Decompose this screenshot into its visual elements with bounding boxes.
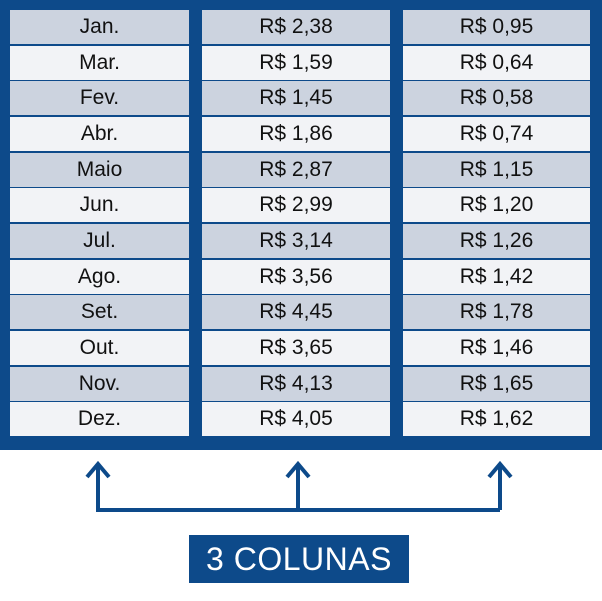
table-frame: Jan. Mar. Fev. Abr. Maio Jun. Jul. Ago. … <box>0 0 602 450</box>
table-cell: R$ 1,15 <box>403 152 590 187</box>
connector-line <box>96 464 500 512</box>
column-arrows <box>85 460 513 512</box>
column-values-2: R$ 0,95 R$ 0,64 R$ 0,58 R$ 0,74 R$ 1,15 … <box>403 10 590 438</box>
table-cell: R$ 1,65 <box>403 366 590 401</box>
columns-label: 3 COLUNAS <box>189 535 409 583</box>
table-cell: R$ 3,14 <box>202 223 390 258</box>
table-cell: Abr. <box>10 116 189 151</box>
table-cell: Jan. <box>10 10 189 44</box>
table-cell: Jun. <box>10 188 189 223</box>
table-cell: R$ 1,86 <box>202 116 390 151</box>
table-cell: R$ 2,87 <box>202 152 390 187</box>
table-cell: R$ 1,26 <box>403 223 590 258</box>
table-cell: R$ 2,38 <box>202 10 390 44</box>
table-cell: R$ 0,95 <box>403 10 590 44</box>
arrow-up-icon <box>487 460 513 479</box>
table-cell: Dez. <box>10 402 189 437</box>
table-cell: Set. <box>10 295 189 330</box>
table-cell: Out. <box>10 330 189 365</box>
table-cell: R$ 1,62 <box>403 402 590 437</box>
arrow-up-icon <box>85 460 111 479</box>
table-cell: Fev. <box>10 81 189 116</box>
column-months: Jan. Mar. Fev. Abr. Maio Jun. Jul. Ago. … <box>10 10 189 438</box>
table-cell: Jul. <box>10 223 189 258</box>
table-cell: R$ 0,74 <box>403 116 590 151</box>
table-cell: R$ 1,59 <box>202 45 390 80</box>
table-cell: R$ 3,65 <box>202 330 390 365</box>
table-cell: R$ 0,64 <box>403 45 590 80</box>
arrow-up-icon <box>285 460 311 479</box>
table-cell: Ago. <box>10 259 189 294</box>
table-cell: R$ 4,05 <box>202 402 390 437</box>
table-cell: R$ 1,42 <box>403 259 590 294</box>
table-cell: R$ 4,45 <box>202 295 390 330</box>
table-cell: R$ 0,58 <box>403 81 590 116</box>
table-cell: Maio <box>10 152 189 187</box>
column-values-1: R$ 2,38 R$ 1,59 R$ 1,45 R$ 1,86 R$ 2,87 … <box>202 10 390 438</box>
table-cell: R$ 1,45 <box>202 81 390 116</box>
table-cell: R$ 1,78 <box>403 295 590 330</box>
table-cell: R$ 1,20 <box>403 188 590 223</box>
table-cell: R$ 3,56 <box>202 259 390 294</box>
table-cell: R$ 4,13 <box>202 366 390 401</box>
table-cell: R$ 1,46 <box>403 330 590 365</box>
table-cell: Nov. <box>10 366 189 401</box>
table-cell: R$ 2,99 <box>202 188 390 223</box>
table-cell: Mar. <box>10 45 189 80</box>
